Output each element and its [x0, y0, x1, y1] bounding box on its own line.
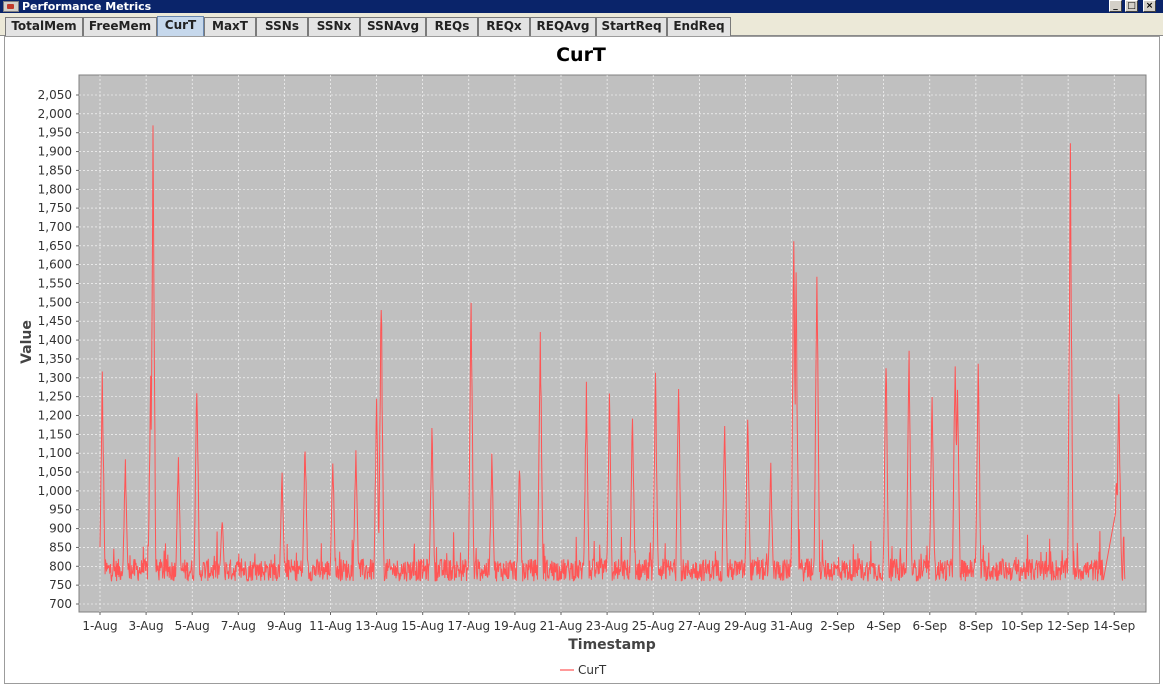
y-tick-label: 1,450 [38, 314, 72, 328]
y-tick-label: 1,150 [38, 427, 72, 441]
y-tick-label: 1,300 [38, 371, 72, 385]
y-tick-label: 800 [49, 559, 72, 573]
tab-endreq[interactable]: EndReq [667, 17, 731, 36]
tab-reqavg[interactable]: REQAvg [530, 17, 596, 36]
gridlines [79, 75, 1146, 612]
tab-maxt[interactable]: MaxT [204, 17, 256, 36]
x-tick-label: 12-Sep [1047, 619, 1089, 633]
y-tick-label: 1,650 [38, 239, 72, 253]
y-tick-label: 1,400 [38, 333, 72, 347]
x-tick-label: 14-Sep [1093, 619, 1135, 633]
y-tick-label: 1,050 [38, 465, 72, 479]
tab-ssnavg[interactable]: SSNAvg [360, 17, 426, 36]
legend-label-curt: CurT [578, 663, 607, 677]
x-tick-label: 27-Aug [678, 619, 721, 633]
y-tick-label: 1,750 [38, 201, 72, 215]
y-axis-ticks: 700 750 800 850 900 950 1,000 1,050 1,100 1,150 1,… [38, 88, 79, 611]
y-tick-label: 700 [49, 597, 72, 611]
x-axis-label: Timestamp [568, 637, 656, 653]
window-titlebar: Performance Metrics _ □ × [0, 0, 1163, 13]
close-button[interactable]: × [1143, 0, 1156, 12]
y-tick-label: 1,850 [38, 163, 72, 177]
legend: CurT [560, 663, 607, 677]
x-tick-label: 23-Aug [586, 619, 629, 633]
tab-reqs[interactable]: REQs [426, 17, 478, 36]
y-tick-label: 1,950 [38, 126, 72, 140]
x-tick-label: 3-Aug [129, 619, 164, 633]
plot-area [78, 74, 1147, 613]
y-tick-label: 1,350 [38, 352, 72, 366]
y-tick-label: 1,800 [38, 182, 72, 196]
y-tick-label: 1,200 [38, 408, 72, 422]
y-tick-label: 1,000 [38, 484, 72, 498]
x-tick-label: 15-Aug [401, 619, 444, 633]
window-title: Performance Metrics [22, 0, 152, 13]
tab-ssnx[interactable]: SSNx [308, 17, 360, 36]
x-tick-label: 9-Aug [267, 619, 302, 633]
y-tick-label: 2,050 [38, 88, 72, 102]
x-tick-label: 25-Aug [632, 619, 675, 633]
series-line-curt [99, 125, 1126, 583]
tab-strip: TotalMem FreeMem CurT MaxT SSNs SSNx SSN… [0, 13, 1163, 37]
x-tick-label: 21-Aug [540, 619, 583, 633]
y-tick-label: 950 [49, 503, 72, 517]
x-tick-label: 10-Sep [1001, 619, 1043, 633]
app-icon [3, 1, 19, 12]
y-tick-label: 1,250 [38, 390, 72, 404]
maximize-button[interactable]: □ [1125, 0, 1138, 12]
tab-reqx[interactable]: REQx [478, 17, 530, 36]
x-tick-label: 6-Sep [913, 619, 948, 633]
tab-ssns[interactable]: SSNs [256, 17, 308, 36]
y-tick-label: 1,700 [38, 220, 72, 234]
y-tick-label: 750 [49, 578, 72, 592]
tab-curt[interactable]: CurT [157, 16, 204, 37]
tab-freemem[interactable]: FreeMem [83, 17, 157, 36]
x-tick-label: 1-Aug [82, 619, 117, 633]
y-tick-label: 1,100 [38, 446, 72, 460]
x-axis-ticks: 1-Aug 3-Aug 5-Aug 7-Aug 9-Aug 11-Aug 13-Aug 15-… [82, 612, 1135, 633]
chart-title: CurT [556, 44, 606, 66]
x-tick-label: 19-Aug [494, 619, 537, 633]
y-tick-label: 900 [49, 522, 72, 536]
y-tick-label: 1,600 [38, 258, 72, 272]
x-tick-label: 2-Sep [820, 619, 855, 633]
x-tick-label: 29-Aug [724, 619, 767, 633]
x-tick-label: 7-Aug [221, 619, 256, 633]
y-tick-label: 1,550 [38, 277, 72, 291]
y-tick-label: 2,000 [38, 107, 72, 121]
y-tick-label: 1,900 [38, 145, 72, 159]
x-tick-label: 13-Aug [355, 619, 398, 633]
tab-totalmem[interactable]: TotalMem [5, 17, 83, 36]
x-tick-label: 5-Aug [175, 619, 210, 633]
y-tick-label: 1,500 [38, 295, 72, 309]
x-tick-label: 31-Aug [770, 619, 813, 633]
y-tick-label: 850 [49, 540, 72, 554]
x-tick-label: 4-Sep [866, 619, 901, 633]
x-tick-label: 11-Aug [309, 619, 352, 633]
x-tick-label: 17-Aug [447, 619, 490, 633]
y-axis-label: Value [19, 320, 35, 364]
minimize-button[interactable]: _ [1109, 0, 1122, 12]
tab-startreq[interactable]: StartReq [596, 17, 667, 36]
x-tick-label: 8-Sep [959, 619, 994, 633]
